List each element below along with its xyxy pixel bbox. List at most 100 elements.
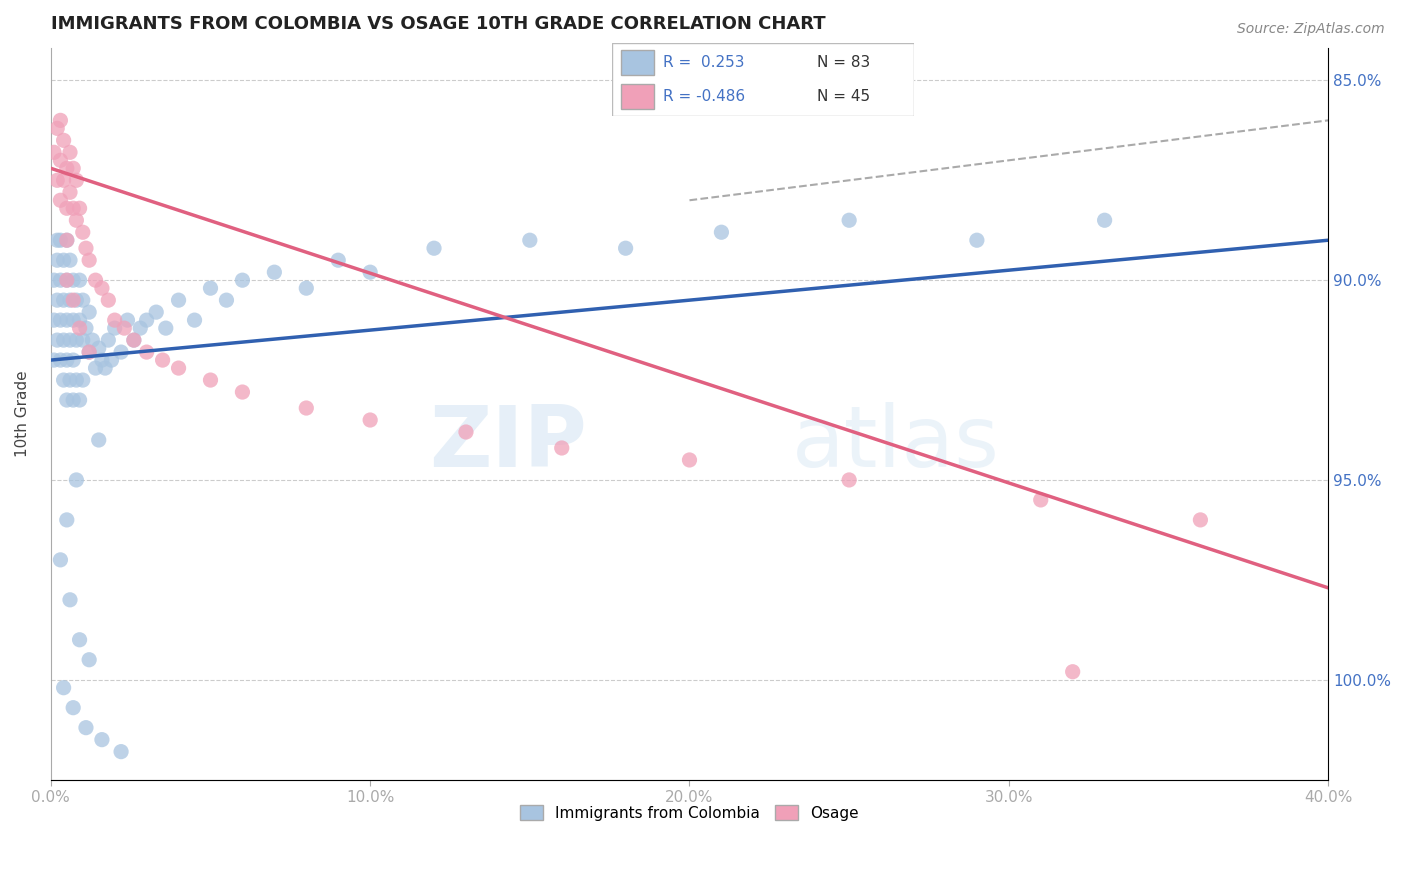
Point (90, 353, 112, 368)
Point (69, 273, 91, 287)
Point (117, 313, 139, 327)
Point (215, 293, 238, 307)
Point (75, 241, 97, 255)
Point (59, 373, 82, 387)
Point (72, 293, 94, 307)
Point (82, 333, 104, 347)
Point (49, 353, 72, 368)
Point (62, 201, 84, 215)
Point (46, 293, 69, 307)
Point (359, 265, 381, 279)
Point (56, 161, 79, 176)
Point (167, 361, 190, 376)
Point (56, 513, 79, 527)
Point (122, 333, 145, 347)
Point (42, 313, 65, 327)
Point (46, 333, 69, 347)
Point (97, 333, 120, 347)
Point (62, 273, 84, 287)
Point (69, 313, 91, 327)
Point (135, 345, 157, 359)
Point (49, 194, 72, 208)
Point (56, 233, 79, 247)
Point (49, 113, 72, 128)
Point (77, 253, 100, 268)
Point (1062, 665, 1084, 679)
Point (49, 273, 72, 287)
Point (49, 313, 72, 327)
Point (110, 345, 132, 359)
Point (65, 473, 87, 487)
Point (42, 145, 65, 160)
Point (263, 265, 285, 279)
Point (77, 345, 100, 359)
Point (1029, 492, 1052, 507)
Point (49, 153, 72, 168)
Text: IMMIGRANTS FROM COLOMBIA VS OSAGE 10TH GRADE CORRELATION CHART: IMMIGRANTS FROM COLOMBIA VS OSAGE 10TH G… (51, 15, 825, 33)
Point (328, 253, 350, 268)
Point (65, 213, 87, 227)
Point (359, 413, 381, 427)
Point (100, 353, 122, 368)
Point (46, 253, 69, 268)
FancyBboxPatch shape (620, 84, 654, 109)
Point (231, 273, 253, 287)
Point (94, 361, 117, 376)
Point (69, 632, 91, 647)
Point (59, 253, 82, 268)
Point (966, 233, 988, 247)
Point (87, 433, 110, 447)
Point (104, 321, 127, 335)
Point (77, 345, 100, 359)
Point (110, 745, 132, 759)
Point (838, 213, 860, 227)
Point (56, 313, 79, 327)
Point (135, 313, 157, 327)
Text: atlas: atlas (792, 401, 1000, 484)
Text: N = 83: N = 83 (817, 55, 870, 70)
Point (56, 233, 79, 247)
Point (65, 373, 87, 387)
Point (69, 392, 91, 407)
FancyBboxPatch shape (612, 43, 914, 116)
Point (72, 373, 94, 387)
Point (56, 353, 79, 368)
Point (183, 313, 205, 327)
Point (122, 333, 145, 347)
Point (77, 305, 100, 319)
Point (46, 233, 69, 247)
Point (838, 473, 860, 487)
Point (59, 293, 82, 307)
Point (129, 321, 152, 335)
Point (454, 425, 477, 439)
Point (678, 453, 700, 467)
Text: R =  0.253: R = 0.253 (664, 55, 745, 70)
Point (200, 281, 222, 295)
Point (72, 225, 94, 239)
Point (52, 133, 75, 147)
Point (72, 333, 94, 347)
Point (87, 341, 110, 355)
Point (62, 700, 84, 714)
Y-axis label: 10th Grade: 10th Grade (15, 371, 30, 458)
Point (155, 321, 177, 335)
Point (46, 121, 69, 136)
Text: Source: ZipAtlas.com: Source: ZipAtlas.com (1237, 22, 1385, 37)
Legend: Immigrants from Colombia, Osage: Immigrants from Colombia, Osage (513, 798, 865, 827)
Point (52, 681, 75, 695)
Point (1094, 213, 1116, 227)
Point (90, 281, 112, 295)
Point (42, 273, 65, 287)
Point (69, 201, 91, 215)
Point (49, 553, 72, 567)
Point (75, 321, 97, 335)
Point (59, 592, 82, 607)
Point (75, 721, 97, 735)
Point (46, 173, 69, 187)
Point (97, 293, 120, 307)
Point (62, 353, 84, 368)
Point (62, 313, 84, 327)
Point (56, 273, 79, 287)
Point (59, 145, 82, 160)
Point (167, 293, 190, 307)
